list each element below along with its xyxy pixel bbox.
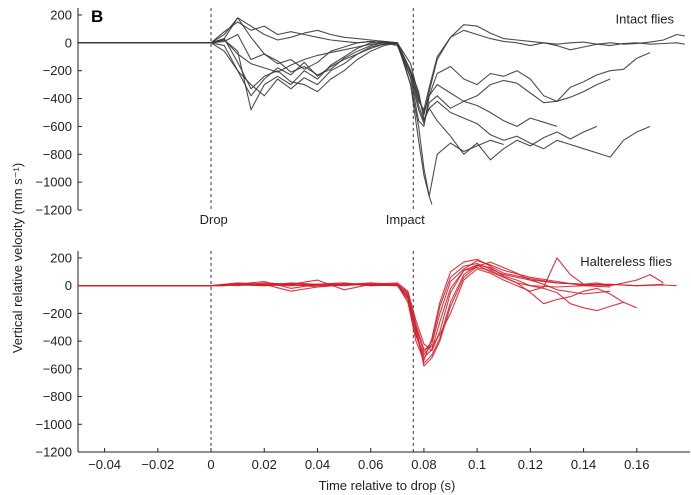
- series-line-2: [78, 42, 651, 127]
- annotation-impact: Impact: [386, 212, 425, 227]
- y-tick-label: 200: [50, 7, 72, 22]
- x-tick-label: −0.04: [88, 457, 121, 472]
- x-tick-label: 0.04: [305, 457, 330, 472]
- series-line-3: [78, 264, 638, 364]
- y-tick-label: −200: [43, 63, 72, 78]
- x-tick-label: 0.16: [624, 457, 649, 472]
- x-tick-label: 0.08: [411, 457, 436, 472]
- y-tick-label: 0: [65, 35, 72, 50]
- series-line-2: [78, 260, 611, 356]
- x-tick-label: 0.02: [252, 457, 277, 472]
- y-tick-label: −400: [43, 334, 72, 349]
- series-line-5: [78, 17, 651, 158]
- x-tick-label: 0.06: [358, 457, 383, 472]
- series-line-8: [78, 261, 611, 367]
- x-axis-label: Time relative to drop (s): [319, 478, 456, 493]
- series-line-9: [78, 29, 685, 111]
- annotation-haltereless-flies: Haltereless flies: [580, 254, 672, 269]
- x-tick-label: −0.02: [141, 457, 174, 472]
- y-tick-label: −200: [43, 306, 72, 321]
- series-line-1: [78, 262, 664, 353]
- series-line-4: [78, 257, 611, 350]
- y-tick-label: −600: [43, 361, 72, 376]
- x-tick-label: 0.14: [571, 457, 596, 472]
- y-tick-label: 200: [50, 250, 72, 265]
- y-axis-label: Vertical relative velocity (mm s⁻¹): [10, 163, 25, 353]
- bottom-panel: 200 0 −200 −400 −600 −800 −1000 −1200 −0.04 −0.02…: [35, 250, 690, 472]
- y-tick-label: −1200: [35, 445, 72, 460]
- top-panel: 200 0 −200 −400 −600 −800 −1000 −1200 Intact fli…: [35, 7, 685, 227]
- series-line-1: [78, 17, 685, 116]
- x-tick-label: 0.12: [518, 457, 543, 472]
- x-tick-label: 0: [207, 457, 214, 472]
- series-line-7: [78, 21, 504, 197]
- series-line-6: [78, 39, 598, 161]
- y-tick-label: 0: [65, 278, 72, 293]
- panel-letter: B: [91, 7, 103, 26]
- y-tick-label: −1000: [35, 175, 72, 190]
- series-line-4: [78, 33, 558, 127]
- y-tick-label: −600: [43, 119, 72, 134]
- x-tick-label: 0.1: [468, 457, 486, 472]
- series-line-8: [78, 42, 433, 205]
- y-tick-label: −800: [43, 389, 72, 404]
- y-tick-label: −1200: [35, 203, 72, 218]
- series-line-6: [78, 258, 664, 362]
- y-tick-label: −400: [43, 91, 72, 106]
- series-line-7: [78, 264, 677, 359]
- annotation-drop: Drop: [200, 212, 228, 227]
- y-tick-label: −800: [43, 147, 72, 162]
- annotation-intact-flies: Intact flies: [615, 11, 674, 26]
- y-tick-label: −1000: [35, 417, 72, 432]
